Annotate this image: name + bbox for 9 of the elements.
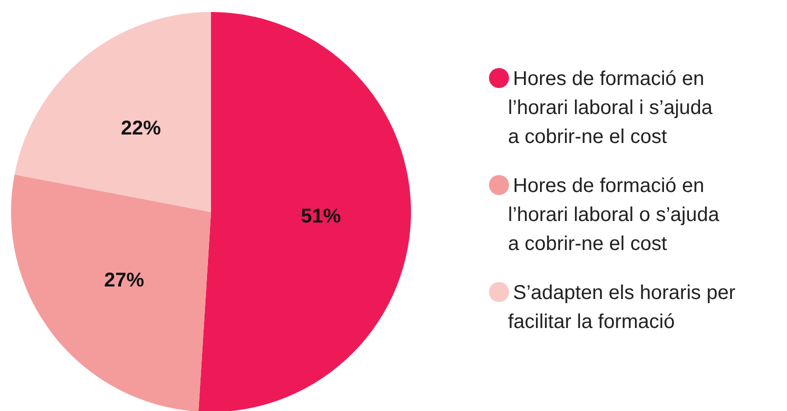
data-label: 51%: [300, 205, 342, 228]
pie-slice: [11, 174, 211, 411]
data-label: 22%: [120, 117, 162, 140]
legend-label: S’adapten els horaris per facilitar la formació: [508, 282, 736, 333]
pie-slice: [14, 12, 211, 212]
legend-label: Hores de formació en l’horari laboral o s’ajuda a cobrir-ne el cost: [508, 175, 720, 255]
data-label: 27%: [104, 269, 144, 292]
pie-slice: [198, 12, 411, 411]
legend-label: Hores de formació en l’horari laboral i s’ajuda a cobrir-ne el cost: [508, 68, 714, 148]
